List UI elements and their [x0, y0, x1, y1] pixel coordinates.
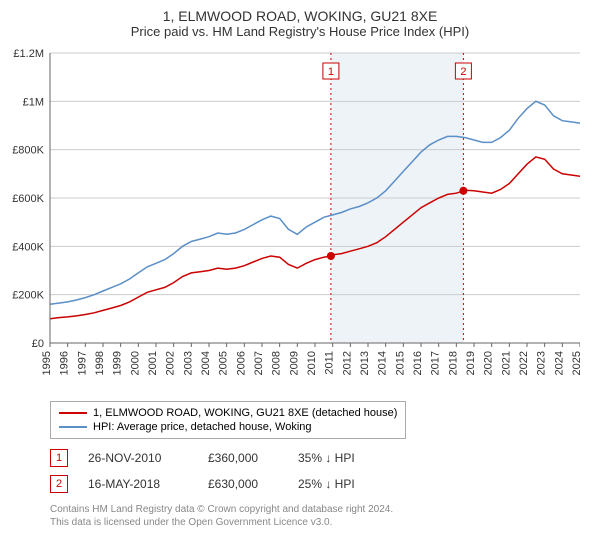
legend-item: HPI: Average price, detached house, Woki…: [59, 420, 397, 434]
transaction-date: 16-MAY-2018: [88, 477, 188, 491]
transaction-marker-icon: 1: [50, 449, 68, 467]
svg-text:2016: 2016: [412, 351, 424, 375]
footer-line-1: Contains HM Land Registry data © Crown c…: [50, 503, 580, 516]
svg-text:2015: 2015: [394, 351, 406, 375]
svg-text:2002: 2002: [165, 351, 177, 375]
svg-text:2000: 2000: [129, 351, 141, 375]
svg-text:2025: 2025: [571, 351, 580, 375]
svg-text:1998: 1998: [94, 351, 106, 375]
svg-text:2009: 2009: [288, 351, 300, 375]
transaction-price: £360,000: [208, 451, 278, 465]
svg-text:2023: 2023: [536, 351, 548, 375]
svg-text:1: 1: [328, 66, 334, 78]
transaction-row: 1 26-NOV-2010 £360,000 35% ↓ HPI: [50, 445, 580, 471]
svg-text:£200K: £200K: [12, 290, 44, 302]
svg-text:2006: 2006: [235, 351, 247, 375]
transaction-pct: 25% ↓ HPI: [298, 477, 388, 491]
chart-container: 1, ELMWOOD ROAD, WOKING, GU21 8XE Price …: [0, 0, 600, 529]
transaction-list: 1 26-NOV-2010 £360,000 35% ↓ HPI 2 16-MAY-201…: [50, 445, 580, 497]
svg-text:1999: 1999: [112, 351, 124, 375]
svg-text:1997: 1997: [76, 351, 88, 375]
footer-line-2: This data is licensed under the Open Gov…: [50, 516, 580, 529]
svg-text:2007: 2007: [253, 351, 265, 375]
svg-text:£1M: £1M: [23, 96, 44, 108]
legend: 1, ELMWOOD ROAD, WOKING, GU21 8XE (detac…: [50, 401, 406, 439]
svg-text:2004: 2004: [200, 351, 212, 375]
svg-text:2008: 2008: [271, 351, 283, 375]
svg-text:2013: 2013: [359, 351, 371, 375]
svg-text:£0: £0: [32, 338, 44, 350]
chart-svg: £0 £200K £400K £600K £800K £1M £1.2M 1 2 1995 1996…: [0, 43, 580, 393]
legend-swatch: [59, 412, 87, 414]
svg-text:1995: 1995: [41, 351, 53, 375]
svg-text:£800K: £800K: [12, 145, 44, 157]
transaction-date: 26-NOV-2010: [88, 451, 188, 465]
transaction-pct: 35% ↓ HPI: [298, 451, 388, 465]
svg-text:£600K: £600K: [12, 193, 44, 205]
svg-text:2010: 2010: [306, 351, 318, 375]
transaction-row: 2 16-MAY-2018 £630,000 25% ↓ HPI: [50, 471, 580, 497]
svg-text:£1.2M: £1.2M: [13, 48, 44, 60]
transaction-price: £630,000: [208, 477, 278, 491]
svg-text:2014: 2014: [377, 351, 389, 375]
transaction-marker-icon: 2: [50, 475, 68, 493]
svg-text:1996: 1996: [59, 351, 71, 375]
svg-text:2018: 2018: [447, 351, 459, 375]
svg-text:2: 2: [460, 66, 466, 78]
svg-text:2020: 2020: [483, 351, 495, 375]
svg-text:2003: 2003: [182, 351, 194, 375]
svg-text:2019: 2019: [465, 351, 477, 375]
svg-text:2011: 2011: [324, 351, 336, 375]
legend-item: 1, ELMWOOD ROAD, WOKING, GU21 8XE (detac…: [59, 406, 397, 420]
svg-text:£400K: £400K: [12, 241, 44, 253]
svg-text:2001: 2001: [147, 351, 159, 375]
legend-label: 1, ELMWOOD ROAD, WOKING, GU21 8XE (detac…: [93, 407, 397, 419]
footer-attribution: Contains HM Land Registry data © Crown c…: [50, 503, 580, 529]
chart-area: £0 £200K £400K £600K £800K £1M £1.2M 1 2 1995 1996…: [0, 43, 600, 393]
svg-text:2021: 2021: [500, 351, 512, 375]
svg-text:2005: 2005: [218, 351, 230, 375]
chart-title: 1, ELMWOOD ROAD, WOKING, GU21 8XE: [0, 0, 600, 24]
svg-text:2022: 2022: [518, 351, 530, 375]
chart-subtitle: Price paid vs. HM Land Registry's House …: [0, 24, 600, 43]
legend-label: HPI: Average price, detached house, Woki…: [93, 421, 312, 433]
svg-text:2024: 2024: [553, 351, 565, 375]
legend-swatch: [59, 426, 87, 428]
svg-text:2012: 2012: [341, 351, 353, 375]
svg-text:2017: 2017: [430, 351, 442, 375]
